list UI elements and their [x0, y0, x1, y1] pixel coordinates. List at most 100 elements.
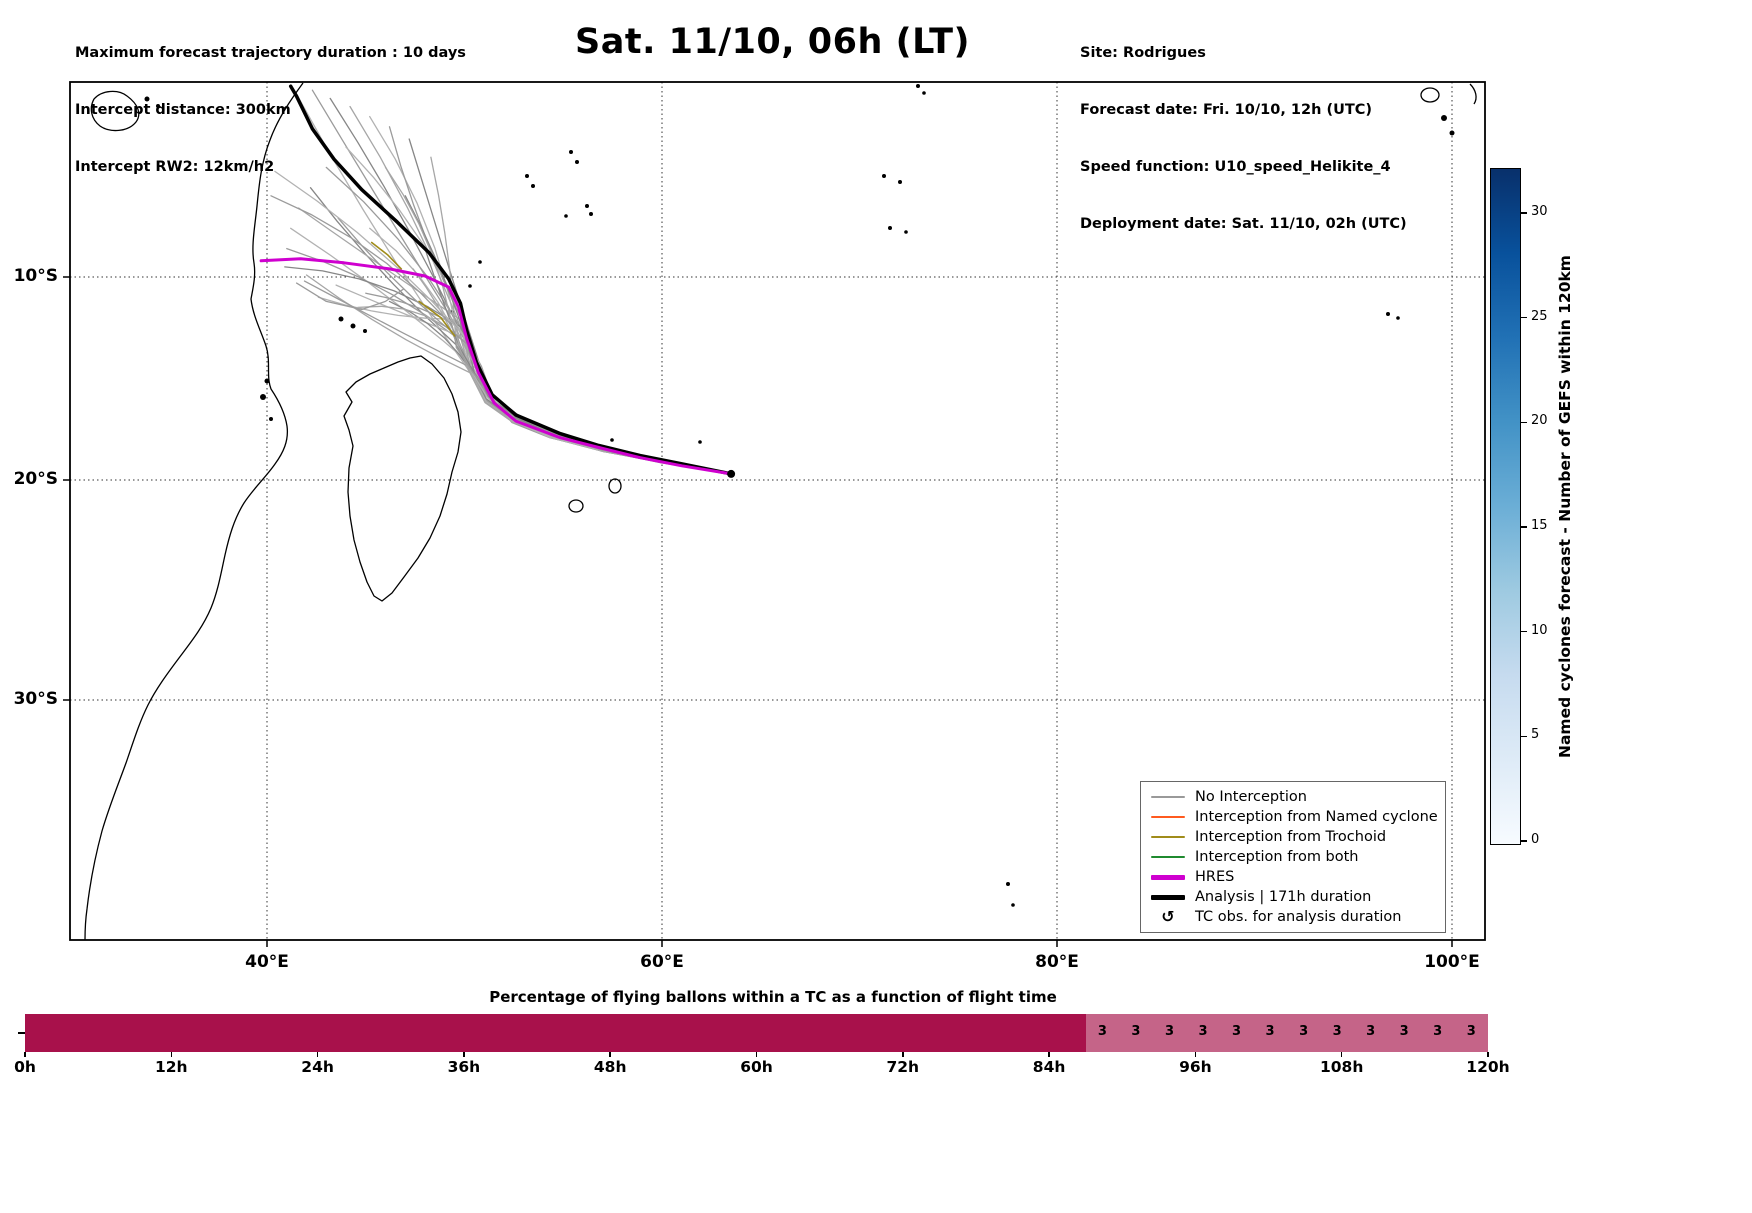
- flight-time-tick-label: 60h: [740, 1058, 773, 1076]
- lon-tick-label: 60°E: [640, 952, 684, 972]
- legend-rows: No Interception Interception from Named c…: [1149, 787, 1438, 927]
- annotation-top-left: Maximum forecast trajectory duration : 1…: [75, 6, 466, 215]
- colorbar-tick-mark: [1521, 212, 1527, 214]
- flight-time-tick-label: 96h: [1179, 1058, 1212, 1076]
- flight-time-tick-mark: [316, 1052, 319, 1057]
- legend-item: No Interception: [1149, 787, 1437, 807]
- colorbar-tick-label: 25: [1531, 308, 1548, 324]
- annotation-line: Maximum forecast trajectory duration : 1…: [75, 45, 466, 61]
- legend-line: [1151, 874, 1185, 880]
- colorbar-tick-mark: [1521, 316, 1527, 319]
- lake-outline: [90, 90, 140, 132]
- small-islands: [144, 84, 1455, 907]
- flight-time-tick-label: 120h: [1466, 1058, 1510, 1076]
- flight-time-tick-label: 24h: [301, 1058, 334, 1076]
- legend-item: Interception from both: [1149, 847, 1437, 867]
- flight-time-tick-mark: [609, 1052, 611, 1057]
- flight-time-tick-label: 108h: [1319, 1058, 1364, 1076]
- flight-time-tick-mark: [1194, 1052, 1197, 1057]
- legend: No Interception Interception from Named c…: [1140, 781, 1446, 933]
- ensemble-trajectory: [329, 97, 732, 475]
- colorbar-tick-mark: [1521, 421, 1527, 424]
- flight-time-tick-label: 36h: [447, 1058, 481, 1076]
- flight-time-tick-label: 12h: [154, 1058, 188, 1076]
- flight-time-tick-mark: [1340, 1052, 1343, 1057]
- colorbar-tick-label: 15: [1531, 518, 1548, 533]
- flight-time-tick-mark: [24, 1052, 26, 1057]
- legend-line: [1151, 796, 1185, 798]
- island-outline: [1469, 83, 1477, 105]
- bar-overlay-value: 3: [1399, 1024, 1409, 1039]
- ensemble-trajectory: [295, 282, 404, 311]
- ensemble-trajectory: [384, 166, 732, 475]
- trochoid-segment: [370, 241, 403, 270]
- annotation-line: Site: Rodrigues: [1080, 45, 1206, 61]
- colorbar-tick-mark: [1521, 735, 1527, 738]
- bar-overlay-value: 3: [1299, 1024, 1309, 1039]
- flight-time-tick-mark: [1487, 1052, 1489, 1057]
- flight-time-tick-mark: [1048, 1052, 1050, 1057]
- flight-time-tick-label: 0h: [14, 1058, 36, 1076]
- colorbar-label: Named cyclones forecast - Number of GEFS…: [1556, 255, 1574, 758]
- bar-y-tick: [18, 1032, 25, 1034]
- bar-overlay-value: 3: [1232, 1024, 1242, 1039]
- mauritius-outline: [608, 478, 622, 494]
- flight-time-tick-mark: [170, 1052, 173, 1057]
- colorbar-tick-mark: [1521, 630, 1527, 633]
- bottom-chart-title: Percentage of flying ballons within a TC…: [489, 988, 1057, 1006]
- bar-overlay-value: 3: [1198, 1024, 1208, 1039]
- legend-line-swatch: [1149, 836, 1187, 838]
- annotation-top-right: Site: Rodrigues Forecast date: Fri. 10/1…: [1080, 6, 1407, 272]
- lat-tick-label: 10°S: [13, 266, 58, 286]
- legend-line-swatch: [1149, 874, 1187, 880]
- legend-item-label: Analysis | 171h duration: [1195, 889, 1372, 905]
- hres-trajectory: [259, 257, 733, 476]
- annotation-line: Intercept distance: 300km: [75, 102, 291, 118]
- flight-time-tick-mark: [755, 1052, 758, 1057]
- ensemble-trajectory: [335, 284, 732, 475]
- legend-line-swatch: [1149, 894, 1187, 900]
- colorbar-tick-mark: [1521, 526, 1527, 528]
- plot-border: [69, 81, 1486, 941]
- legend-item: Interception from Trochoid: [1149, 827, 1437, 847]
- colorbar-tick-label: 10: [1531, 622, 1548, 638]
- ensemble-trajectory: [388, 300, 732, 475]
- colorbar-gradient: [1490, 168, 1521, 845]
- ensemble-trajectory: [286, 247, 732, 475]
- colorbar-tick-label: 0: [1531, 832, 1540, 847]
- legend-item-label: No Interception: [1195, 789, 1307, 805]
- lat-tick-label: 20°S: [13, 469, 58, 489]
- bar-overlay-value: 3: [1164, 1024, 1175, 1039]
- lon-tick-label: 100°E: [1424, 952, 1480, 972]
- annotation-line: Speed function: U10_speed_Helikite_4: [1080, 159, 1391, 175]
- flight-time-tick-label: 84h: [1032, 1058, 1066, 1076]
- bar-overlay-value: 3: [1466, 1024, 1476, 1039]
- bar-overlay-value: 3: [1097, 1024, 1107, 1039]
- annotation-line: Forecast date: Fri. 10/10, 12h (UTC): [1080, 102, 1373, 118]
- lon-tick-label: 80°E: [1035, 952, 1079, 972]
- island-outline: [1420, 87, 1440, 103]
- legend-line-swatch: [1149, 856, 1187, 858]
- legend-item: HRES: [1149, 867, 1437, 887]
- reunion-outline: [568, 499, 584, 513]
- madagascar-outline: [343, 355, 462, 602]
- lon-tick-label: 40°E: [245, 952, 289, 972]
- ensemble-trajectory: [357, 305, 732, 475]
- bar-overlay-value: 3: [1131, 1024, 1141, 1039]
- bar-overlay-value: 3: [1265, 1024, 1275, 1039]
- legend-item-label: Interception from Named cyclone: [1195, 809, 1438, 825]
- ensemble-trajectory: [309, 187, 732, 475]
- ensemble-trajectory: [349, 105, 732, 475]
- colorbar-tick-label: 20: [1531, 413, 1548, 429]
- bar-overlay-value: 3: [1366, 1024, 1376, 1039]
- legend-line-swatch: [1149, 816, 1187, 818]
- gridlines: [70, 82, 1485, 940]
- legend-item: Interception from Named cyclone: [1149, 807, 1438, 827]
- analysis-trajectory: [288, 84, 733, 476]
- flight-time-tick-mark: [463, 1052, 465, 1057]
- trajectories: [259, 84, 736, 478]
- flight-time-tick-label: 48h: [593, 1058, 627, 1076]
- start-point-marker: [727, 469, 736, 478]
